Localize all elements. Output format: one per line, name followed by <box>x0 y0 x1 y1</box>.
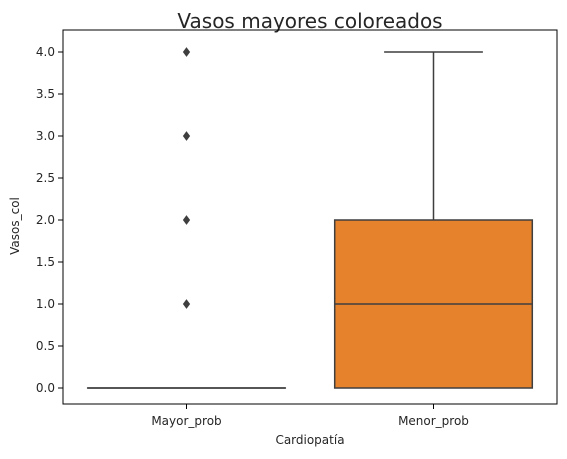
y-tick-label: 2.5 <box>36 171 55 185</box>
y-tick-label: 1.5 <box>36 255 55 269</box>
y-tick-label: 1.0 <box>36 297 55 311</box>
outlier-point <box>182 215 191 225</box>
y-tick-label: 3.0 <box>36 129 55 143</box>
outlier-point <box>182 47 191 57</box>
y-tick-label: 0.5 <box>36 339 55 353</box>
box-menor-prob <box>333 51 534 389</box>
plot-frame <box>62 29 558 405</box>
box-mayor-prob <box>86 47 287 389</box>
chart-title: Vasos mayores coloreados <box>177 9 442 33</box>
y-tick-label: 2.0 <box>36 213 55 227</box>
outlier-point <box>182 299 191 309</box>
x-axis: Mayor_prob Menor_prob <box>151 404 469 428</box>
plot-area <box>86 47 534 389</box>
y-tick-label: 4.0 <box>36 45 55 59</box>
x-axis-label: Cardiopatía <box>275 433 344 447</box>
y-axis-label: Vasos_col <box>8 197 22 255</box>
x-tick-label: Mayor_prob <box>151 414 221 428</box>
y-axis: 0.0 0.5 1.0 1.5 2.0 2.5 3.0 3.5 4.0 <box>36 45 63 395</box>
outlier-point <box>182 131 191 141</box>
y-tick-label: 3.5 <box>36 87 55 101</box>
y-tick-label: 0.0 <box>36 381 55 395</box>
x-tick-label: Menor_prob <box>398 414 469 428</box>
